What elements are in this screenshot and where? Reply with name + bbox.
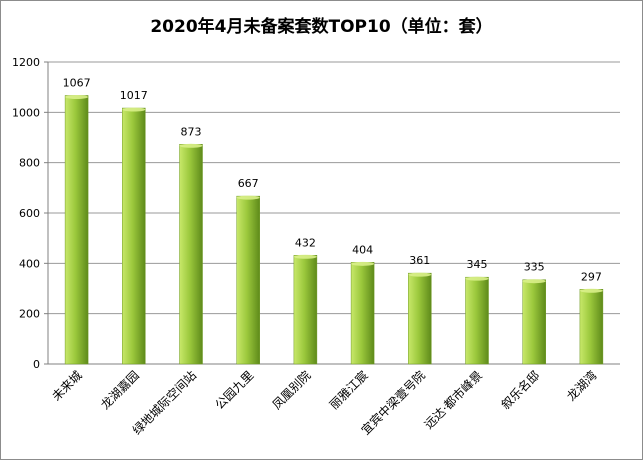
bar-group bbox=[522, 279, 546, 365]
bar-cap bbox=[465, 276, 489, 281]
bar-group bbox=[350, 261, 375, 365]
bar bbox=[579, 289, 604, 365]
y-tick-label: 400 bbox=[19, 257, 40, 270]
bar-group bbox=[579, 288, 604, 365]
data-label: 667 bbox=[238, 177, 259, 190]
bar bbox=[408, 272, 432, 365]
bar-cap bbox=[122, 107, 146, 112]
data-label: 297 bbox=[581, 270, 602, 283]
data-label: 404 bbox=[352, 243, 373, 256]
x-tick-label: 凤凰别院 bbox=[270, 368, 314, 412]
bar-group bbox=[408, 272, 432, 365]
y-tick-label: 1000 bbox=[12, 106, 40, 119]
x-tick-label: 未来城 bbox=[49, 368, 84, 403]
bar bbox=[293, 255, 318, 365]
data-label: 432 bbox=[295, 236, 316, 249]
x-tick-label: 远达·都市峰景 bbox=[421, 368, 485, 432]
bar bbox=[122, 107, 146, 365]
bar-cap bbox=[579, 288, 603, 293]
bar-group bbox=[293, 254, 318, 365]
bar-group bbox=[465, 276, 489, 365]
bar bbox=[522, 279, 546, 365]
chart-title: 2020年4月未备案套数TOP10（单位：套） bbox=[150, 17, 493, 37]
data-label: 361 bbox=[409, 254, 430, 267]
bar-cap bbox=[236, 195, 260, 200]
bar bbox=[465, 276, 489, 365]
x-tick-label: 龙湖湾 bbox=[563, 368, 599, 404]
x-tick-label: 龙湖嘉园 bbox=[97, 368, 142, 413]
labels: 0200400600800100012001067未来城1017龙湖嘉园873绿… bbox=[12, 56, 602, 438]
data-label: 873 bbox=[181, 125, 202, 138]
bar bbox=[179, 144, 203, 365]
bar-cap bbox=[65, 94, 89, 99]
y-tick-label: 800 bbox=[19, 157, 40, 170]
y-tick-label: 0 bbox=[33, 358, 40, 371]
x-tick-label: 叙乐名邸 bbox=[498, 368, 543, 413]
bar bbox=[350, 262, 375, 365]
x-tick-label: 公园九里 bbox=[212, 368, 256, 412]
bar-group bbox=[64, 94, 89, 365]
data-label: 1067 bbox=[63, 76, 91, 89]
y-tick-label: 600 bbox=[19, 207, 40, 220]
bar bbox=[64, 95, 89, 365]
data-label: 1017 bbox=[120, 89, 148, 102]
data-label: 345 bbox=[467, 258, 488, 271]
x-tick-label: 丽雅江宸 bbox=[326, 368, 371, 413]
bar-cap bbox=[293, 254, 317, 259]
bar-cap bbox=[351, 261, 375, 266]
bar-cap bbox=[408, 272, 432, 277]
y-tick-label: 1200 bbox=[12, 56, 40, 69]
bar-cap bbox=[522, 279, 546, 284]
bars bbox=[64, 94, 604, 365]
bar bbox=[236, 195, 260, 365]
bar-group bbox=[236, 195, 260, 365]
bar-group bbox=[122, 107, 146, 365]
y-tick-label: 200 bbox=[19, 308, 40, 321]
bar-group bbox=[179, 143, 203, 365]
bar-cap bbox=[179, 143, 203, 148]
data-label: 335 bbox=[524, 261, 545, 274]
